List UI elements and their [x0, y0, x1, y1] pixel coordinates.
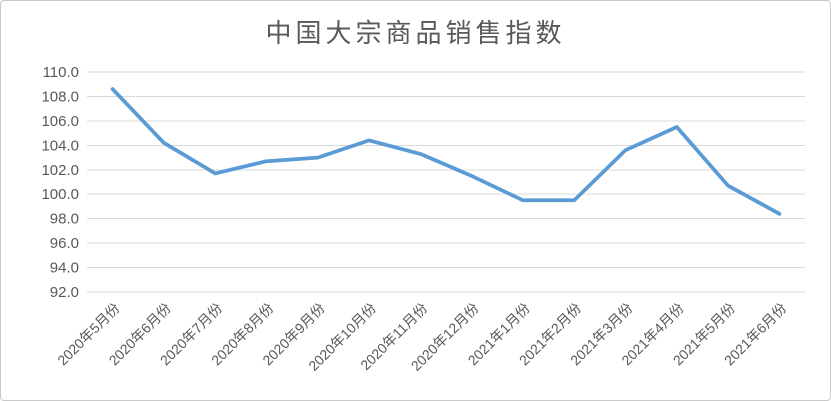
y-axis-tick-label: 104.0 [41, 137, 79, 154]
series-line [110, 87, 782, 216]
y-axis-tick-label: 106.0 [41, 113, 79, 130]
y-axis-tick-label: 92.0 [50, 284, 79, 301]
y-axis-tick-label: 94.0 [50, 260, 79, 277]
y-axis-tick-label: 98.0 [50, 211, 79, 228]
y-axis-tick-label: 96.0 [50, 235, 79, 252]
y-axis-tick-label: 100.0 [41, 186, 79, 203]
y-axis-tick-label: 102.0 [41, 162, 79, 179]
chart-title: 中国大宗商品销售指数 [265, 18, 566, 48]
y-axis-tick-label: 108.0 [41, 88, 79, 105]
y-axis-tick-label: 110.0 [43, 64, 79, 81]
